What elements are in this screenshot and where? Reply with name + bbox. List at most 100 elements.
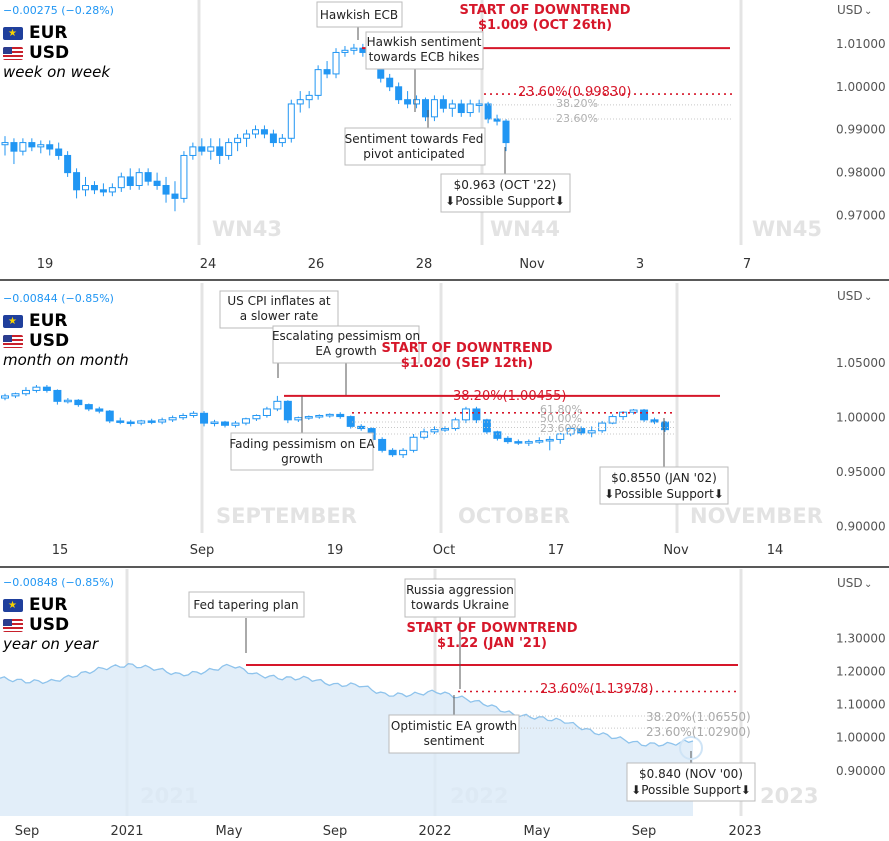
candle [629,409,638,413]
callout-hawkish-ecb-text: Hawkish ECB [320,8,398,22]
candle [448,103,456,109]
candle [234,137,242,144]
quote-week: USD [29,43,70,63]
x-tick-label: 14 [767,543,784,558]
y-tick-label: 1.30000 [836,632,886,646]
header-year: −0.00848 (−0.85%) EUR USD year on year [3,576,114,653]
watermarks-month: SEPTEMBER OCTOBER NOVEMBER [216,504,823,528]
candle [413,99,421,105]
candle [207,146,215,152]
candle [153,180,161,186]
candle [1,395,9,399]
candle [482,419,491,433]
candle [11,393,20,397]
candle [305,94,313,101]
candle [105,410,114,422]
candle [273,400,282,410]
candle [171,193,179,199]
candle [441,428,449,431]
watermark-november: NOVEMBER [690,504,823,528]
axis-currency-week: USD [837,3,863,17]
candle [28,142,36,148]
x-tick-label: Sep [15,824,40,839]
chart-year-on-year[interactable]: 2021 2022 2023 Fed tapering plan Russia … [0,569,889,841]
candles-month [1,385,669,458]
header-week: −0.00275 (−0.28%) EUR USD week on week [3,4,114,81]
callout-hawkish-sentiment-text: Hawkish sentiment towards ECB hikes [367,35,482,64]
candle [225,142,233,156]
us-flag-icon [3,46,23,60]
watermark-2023: 2023 [760,784,818,808]
downtrend-value-month: $1.020 (SEP 12th) [401,356,533,371]
downtrend-value-week: $1.009 (OCT 26th) [478,18,612,33]
fib-grey-year-2: 23.60%(1.02900) [646,725,751,739]
y-axis-month: 1.05000 1.00000 0.95000 0.90000 [836,356,886,533]
candle [269,133,277,144]
candle [55,148,63,156]
candle [503,437,512,443]
axis-currency-month: USD [837,289,863,303]
candle [189,412,198,416]
x-tick-label: Sep [190,543,215,558]
x-tick-label: Oct [433,543,455,558]
fib-grey-year-1: 38.20%(1.06550) [646,710,751,724]
candle [252,129,259,135]
base-month: EUR [29,311,68,331]
y-tick-label: 0.98000 [836,166,886,180]
candle [421,99,429,118]
candle [126,421,135,425]
candle [399,449,408,456]
candle [21,389,30,395]
support-value-month: $0.8550 (JAN '02) [611,471,717,485]
x-tick-label: 26 [308,257,325,272]
support-label-year: ⬇Possible Support⬇ [631,783,751,797]
candle [350,47,358,51]
candle [46,144,54,150]
x-axis-year: Sep 2021 May Sep 2022 May Sep 2023 [15,824,762,839]
candle [262,408,271,416]
levels-year [246,663,740,729]
support-value-year: $0.840 (NOV '00) [639,767,743,781]
svg-text:⌄: ⌄ [864,579,872,590]
x-tick-label: Sep [632,824,657,839]
callout-fading-pessimism-text: Fading pessimism on EA growth [229,437,375,466]
us-flag-icon [3,618,23,632]
fib-grey-month-3: 23.60% [540,422,582,435]
candle [260,129,268,135]
candle [144,172,152,182]
y-tick-label: 1.00000 [836,80,886,94]
candle [296,99,304,105]
watermark-october: OCTOBER [458,504,570,528]
chart-month-on-month[interactable]: SEPTEMBER OCTOBER NOVEMBER US CPI inflat… [0,283,889,569]
x-tick-label: Sep [323,824,348,839]
downtrend-title-year: START OF DOWNTREND [406,621,577,636]
x-axis-month: 15 Sep 19 Oct 17 Nov 14 [52,543,784,558]
candle [99,189,107,193]
fib-grey-week-2: 23.60% [556,112,598,125]
callout-fading-pessimism: Fading pessimism on EA growth [229,432,375,471]
watermark-wn43: WN43 [212,217,282,241]
candle [502,120,510,144]
candle [74,399,83,406]
candle [346,416,355,427]
candle [283,400,292,421]
axis-currency-year: USD [837,576,863,590]
candle [650,419,659,423]
y-tick-label: 0.95000 [836,465,886,479]
y-tick-label: 1.10000 [836,698,886,712]
candle [252,414,261,420]
callout-support-year: $0.840 (NOV '00) ⬇Possible Support⬇ [626,762,756,802]
candle [404,99,412,105]
y-axis-year: 1.30000 1.20000 1.10000 1.00000 0.90000 [836,632,886,778]
candle [294,417,303,421]
chart-week-on-week[interactable]: WN43 WN44 WN45 Hawkish ECB Hawkish senti… [0,0,889,281]
candle [430,99,438,118]
watermarks-week: WN43 WN44 WN45 [212,217,822,241]
candle [484,103,492,120]
callout-fed-pivot-text: Sentiment towards Fed pivot anticipated [345,132,484,161]
period-week: week on week [3,63,111,81]
candle [198,146,206,152]
candle [147,420,156,423]
x-tick-label: 17 [548,543,565,558]
candle [587,430,596,434]
